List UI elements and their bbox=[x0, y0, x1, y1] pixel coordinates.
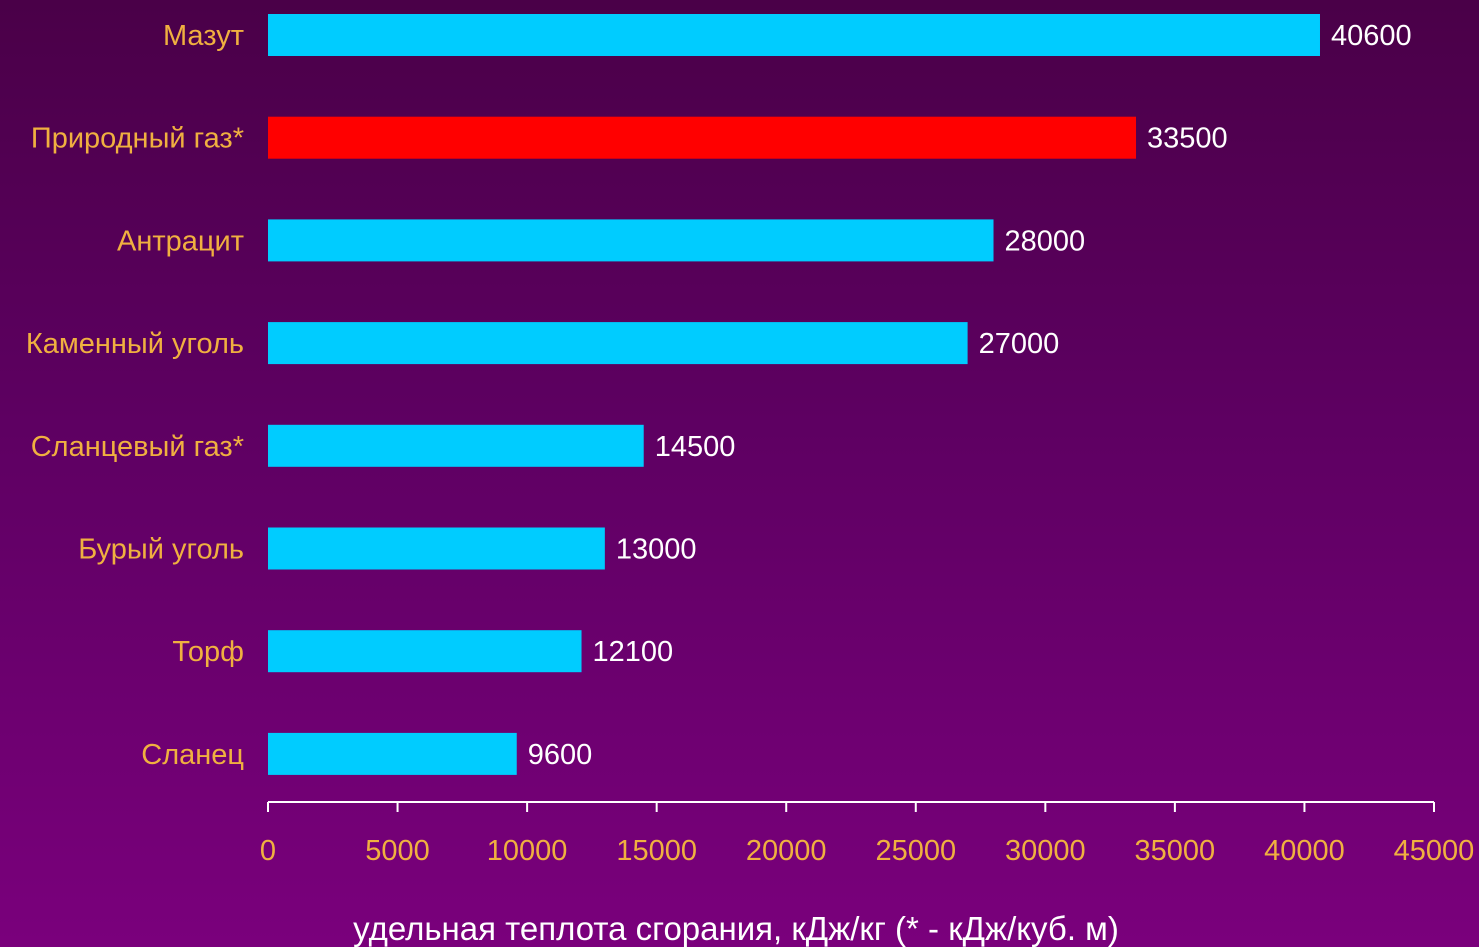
value-label: 14500 bbox=[655, 431, 736, 463]
category-label: Бурый уголь bbox=[78, 534, 244, 566]
x-tick-label: 20000 bbox=[746, 835, 827, 867]
x-axis-title: удельная теплота сгорания, кДж/кг (* - к… bbox=[353, 910, 1119, 947]
category-label: Каменный уголь bbox=[26, 328, 244, 360]
bars-layer bbox=[268, 14, 1320, 775]
x-tick-label: 0 bbox=[260, 835, 276, 867]
category-label: Мазут bbox=[163, 20, 244, 52]
bar-1 bbox=[268, 116, 1137, 159]
category-label: Торф bbox=[172, 636, 244, 668]
x-tick-label: 5000 bbox=[365, 835, 430, 867]
category-label: Сланцевый газ* bbox=[31, 431, 244, 463]
x-tick-label: 30000 bbox=[1005, 835, 1086, 867]
bar-6 bbox=[268, 630, 582, 673]
bar-0 bbox=[268, 14, 1320, 56]
x-tick-label: 25000 bbox=[875, 835, 956, 867]
value-label: 33500 bbox=[1147, 123, 1228, 155]
x-tick-label: 15000 bbox=[616, 835, 697, 867]
value-label: 27000 bbox=[979, 328, 1060, 360]
value-label: 12100 bbox=[593, 636, 674, 668]
category-label: Сланец bbox=[141, 739, 244, 771]
bar-2 bbox=[268, 219, 994, 262]
x-tick-label: 10000 bbox=[487, 835, 568, 867]
bar-3 bbox=[268, 322, 968, 365]
value-label: 13000 bbox=[616, 534, 697, 566]
value-label: 40600 bbox=[1331, 20, 1412, 52]
bar-4 bbox=[268, 424, 644, 467]
x-tick-label: 40000 bbox=[1264, 835, 1345, 867]
bar-7 bbox=[268, 732, 517, 775]
category-label: Природный газ* bbox=[31, 123, 244, 155]
value-labels: 40600 33500 28000 27000 14500 13000 12100 9600 bbox=[528, 20, 1412, 771]
x-tick-label: 45000 bbox=[1394, 835, 1475, 867]
bar-5 bbox=[268, 527, 605, 570]
category-label: Антрацит bbox=[117, 225, 244, 257]
value-label: 9600 bbox=[528, 739, 593, 771]
x-tick-label: 35000 bbox=[1135, 835, 1216, 867]
x-axis: 0 5000 10000 15000 20000 25000 30000 35000 40000… bbox=[260, 801, 1475, 867]
value-label: 28000 bbox=[1005, 225, 1086, 257]
category-labels: Мазут Природный газ* Антрацит Каменный угол… bbox=[26, 20, 244, 771]
